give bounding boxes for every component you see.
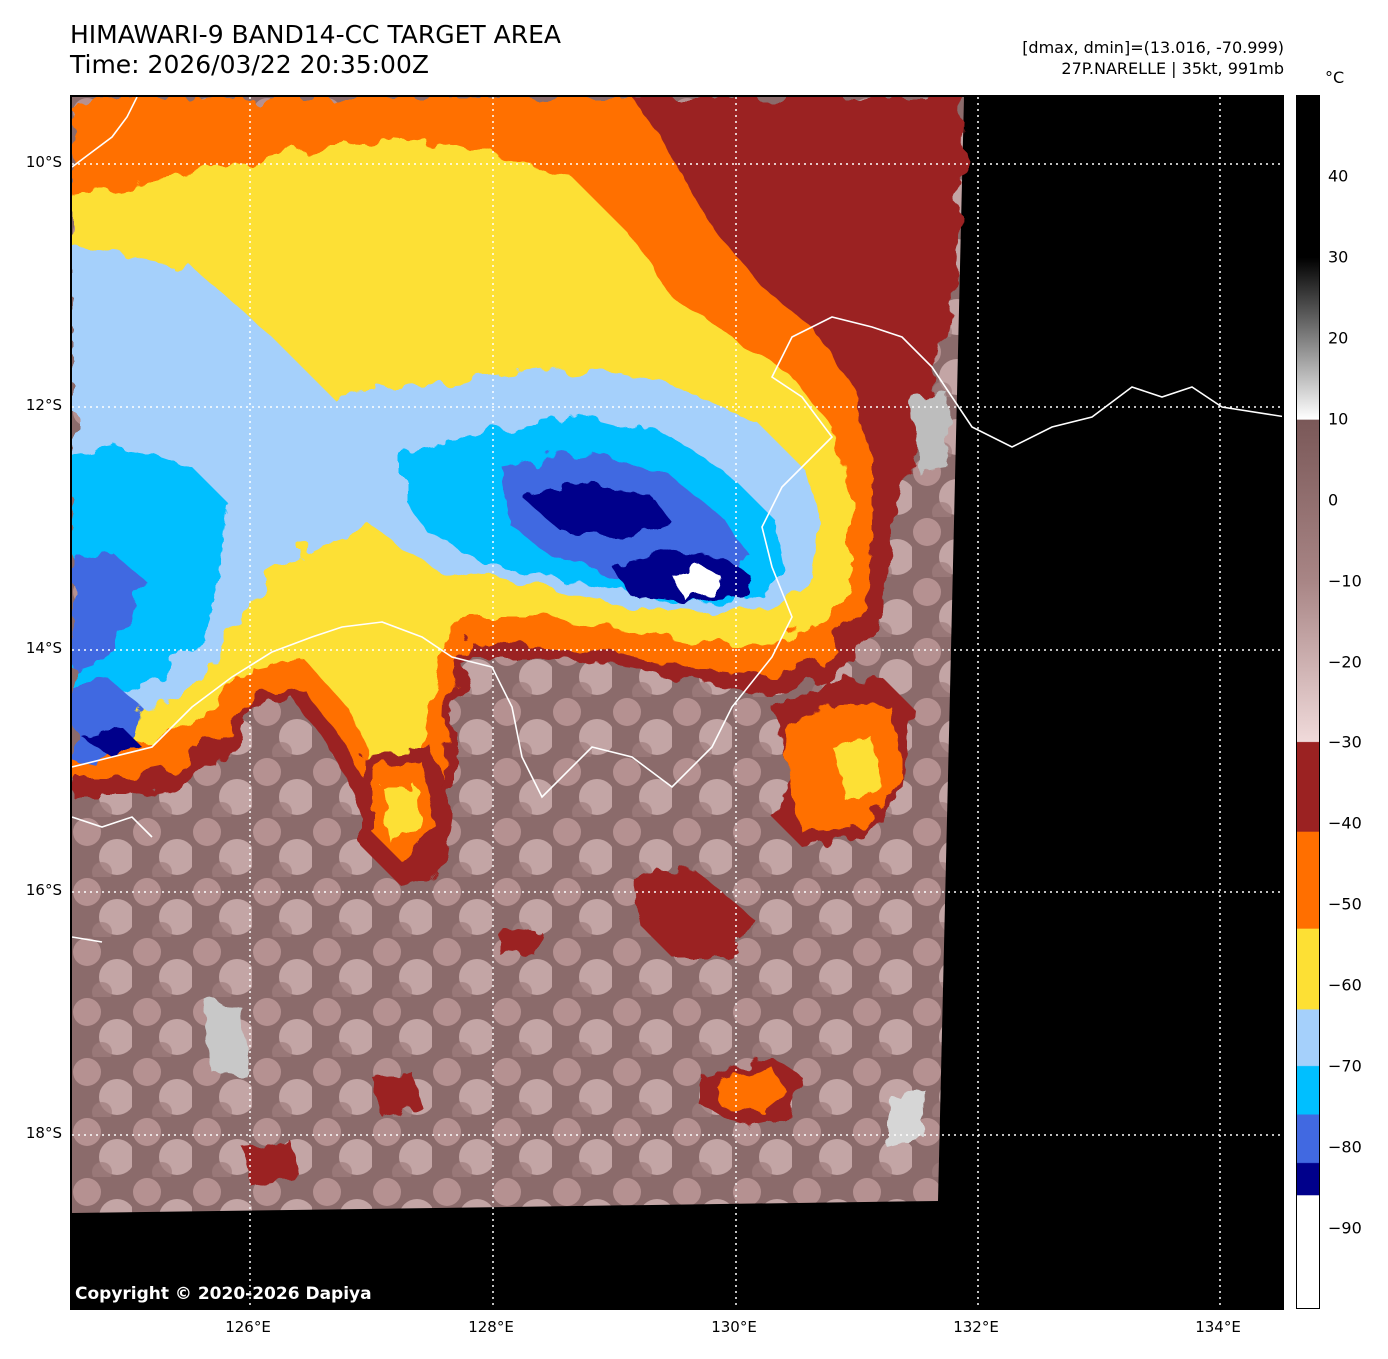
colorbar-tick: −60 <box>1328 975 1362 995</box>
graticule <box>72 97 1282 1308</box>
cloud-royal-blue <box>72 552 142 667</box>
colorbar-tick: −50 <box>1328 894 1362 914</box>
lon-label-130e: 130°E <box>711 1318 757 1336</box>
colorbar-tick: −20 <box>1328 652 1362 672</box>
lon-label-126e: 126°E <box>225 1318 271 1336</box>
lat-label-10s: 10°S <box>25 153 62 171</box>
storm-info: 27P.NARELLE | 35kt, 991mb <box>1061 59 1284 78</box>
coastline <box>72 97 1282 943</box>
cloud-white-top <box>672 567 722 597</box>
colorbar-tick: −80 <box>1328 1137 1362 1157</box>
lat-label-14s: 14°S <box>25 639 62 657</box>
colorbar-tick: 30 <box>1328 247 1349 267</box>
colorbar <box>1296 95 1320 1309</box>
colorbar-tick: 0 <box>1328 490 1339 510</box>
copyright-notice: Copyright © 2020-2026 Dapiya <box>75 1284 372 1304</box>
colorbar-tick: 20 <box>1328 328 1349 348</box>
colorbar-tick: 40 <box>1328 166 1349 186</box>
colorbar-tick: −70 <box>1328 1056 1362 1076</box>
map-imagery <box>72 97 1282 1308</box>
colorbar-tick: −10 <box>1328 571 1362 591</box>
lon-label-132e: 132°E <box>953 1318 999 1336</box>
colorbar-tick: −40 <box>1328 813 1362 833</box>
cloud-navy-core-2 <box>522 482 672 537</box>
colorbar-tick: −90 <box>1328 1218 1362 1238</box>
colorbar-tick: 10 <box>1328 409 1349 429</box>
satellite-map[interactable] <box>70 95 1284 1310</box>
colorbar-unit: °C <box>1325 68 1345 87</box>
lat-label-18s: 18°S <box>25 1124 62 1142</box>
colorbar-tick: −30 <box>1328 732 1362 752</box>
cloud-navy-core-3 <box>82 727 142 757</box>
lon-label-134e: 134°E <box>1195 1318 1241 1336</box>
lat-label-16s: 16°S <box>25 881 62 899</box>
chart-title: HIMAWARI-9 BAND14-CC TARGET AREA <box>70 20 562 49</box>
lon-label-128e: 128°E <box>468 1318 514 1336</box>
dmax-dmin-readout: [dmax, dmin]=(13.016, -70.999) <box>1022 38 1284 57</box>
lat-label-12s: 12°S <box>25 396 62 414</box>
chart-time: Time: 2026/03/22 20:35:00Z <box>70 50 429 79</box>
